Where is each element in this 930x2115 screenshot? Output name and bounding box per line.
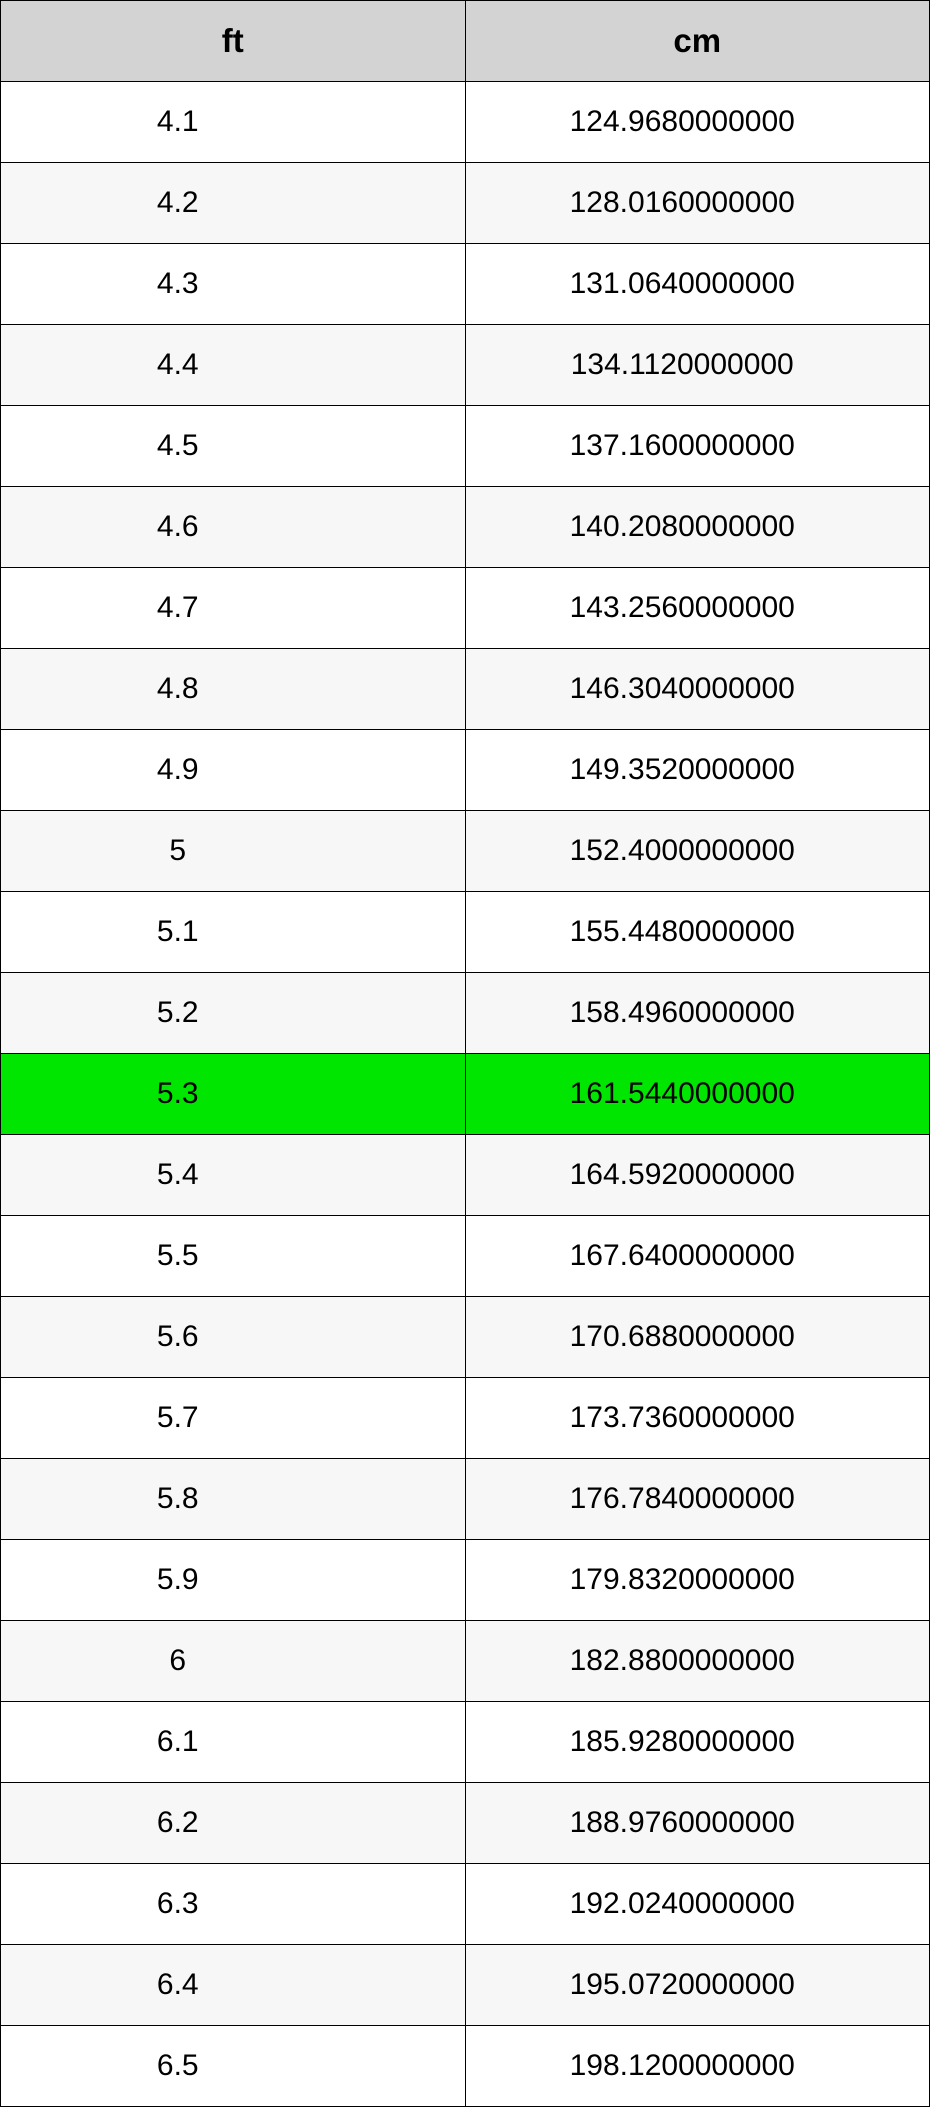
cell-cm: 137.1600000000 (465, 406, 930, 487)
table-row: 5.9179.8320000000 (1, 1540, 930, 1621)
cell-cm: 155.4480000000 (465, 892, 930, 973)
cell-ft: 6.5 (1, 2026, 466, 2107)
cell-ft: 5.7 (1, 1378, 466, 1459)
table-row: 4.4134.1120000000 (1, 325, 930, 406)
cell-cm: 188.9760000000 (465, 1783, 930, 1864)
cell-cm: 167.6400000000 (465, 1216, 930, 1297)
table-row: 5.5167.6400000000 (1, 1216, 930, 1297)
table-row: 4.1124.9680000000 (1, 82, 930, 163)
cell-ft: 5.9 (1, 1540, 466, 1621)
cell-ft: 6.2 (1, 1783, 466, 1864)
table-row: 6.3192.0240000000 (1, 1864, 930, 1945)
cell-cm: 149.3520000000 (465, 730, 930, 811)
cell-cm: 140.2080000000 (465, 487, 930, 568)
cell-cm: 128.0160000000 (465, 163, 930, 244)
table-row: 5.7173.7360000000 (1, 1378, 930, 1459)
conversion-table: ft cm 4.1124.96800000004.2128.0160000000… (0, 0, 930, 2107)
table-row: 5.1155.4480000000 (1, 892, 930, 973)
cell-cm: 164.5920000000 (465, 1135, 930, 1216)
table-row: 5.8176.7840000000 (1, 1459, 930, 1540)
table-row: 4.8146.3040000000 (1, 649, 930, 730)
column-header-ft: ft (1, 1, 466, 82)
cell-ft: 4.9 (1, 730, 466, 811)
table-row: 6.4195.0720000000 (1, 1945, 930, 2026)
cell-cm: 152.4000000000 (465, 811, 930, 892)
cell-ft: 4.8 (1, 649, 466, 730)
cell-ft: 5.6 (1, 1297, 466, 1378)
cell-ft: 5.3 (1, 1054, 466, 1135)
cell-cm: 176.7840000000 (465, 1459, 930, 1540)
cell-ft: 6 (1, 1621, 466, 1702)
table-row: 6182.8800000000 (1, 1621, 930, 1702)
cell-ft: 5.2 (1, 973, 466, 1054)
table-row: 4.7143.2560000000 (1, 568, 930, 649)
table-row: 4.2128.0160000000 (1, 163, 930, 244)
cell-ft: 5.4 (1, 1135, 466, 1216)
table-row: 6.5198.1200000000 (1, 2026, 930, 2107)
cell-ft: 4.5 (1, 406, 466, 487)
cell-ft: 4.4 (1, 325, 466, 406)
cell-ft: 4.1 (1, 82, 466, 163)
table-row: 5.2158.4960000000 (1, 973, 930, 1054)
cell-cm: 124.9680000000 (465, 82, 930, 163)
cell-cm: 161.5440000000 (465, 1054, 930, 1135)
cell-ft: 6.4 (1, 1945, 466, 2026)
cell-ft: 5.8 (1, 1459, 466, 1540)
cell-cm: 134.1120000000 (465, 325, 930, 406)
table-row: 5.4164.5920000000 (1, 1135, 930, 1216)
cell-ft: 4.6 (1, 487, 466, 568)
cell-cm: 173.7360000000 (465, 1378, 930, 1459)
cell-ft: 4.7 (1, 568, 466, 649)
cell-cm: 143.2560000000 (465, 568, 930, 649)
column-header-cm: cm (465, 1, 930, 82)
cell-cm: 158.4960000000 (465, 973, 930, 1054)
table-row: 5152.4000000000 (1, 811, 930, 892)
table-row: 4.9149.3520000000 (1, 730, 930, 811)
table-row: 4.5137.1600000000 (1, 406, 930, 487)
cell-ft: 5 (1, 811, 466, 892)
cell-cm: 170.6880000000 (465, 1297, 930, 1378)
cell-cm: 192.0240000000 (465, 1864, 930, 1945)
cell-ft: 5.5 (1, 1216, 466, 1297)
table-row: 4.3131.0640000000 (1, 244, 930, 325)
table-row: 4.6140.2080000000 (1, 487, 930, 568)
cell-ft: 6.1 (1, 1702, 466, 1783)
cell-ft: 6.3 (1, 1864, 466, 1945)
cell-cm: 179.8320000000 (465, 1540, 930, 1621)
cell-cm: 146.3040000000 (465, 649, 930, 730)
table-row: 6.2188.9760000000 (1, 1783, 930, 1864)
cell-cm: 182.8800000000 (465, 1621, 930, 1702)
cell-ft: 5.1 (1, 892, 466, 973)
table-row: 6.1185.9280000000 (1, 1702, 930, 1783)
cell-ft: 4.2 (1, 163, 466, 244)
cell-cm: 198.1200000000 (465, 2026, 930, 2107)
cell-ft: 4.3 (1, 244, 466, 325)
table-row: 5.3161.5440000000 (1, 1054, 930, 1135)
table-header-row: ft cm (1, 1, 930, 82)
cell-cm: 185.9280000000 (465, 1702, 930, 1783)
table-row: 5.6170.6880000000 (1, 1297, 930, 1378)
cell-cm: 195.0720000000 (465, 1945, 930, 2026)
cell-cm: 131.0640000000 (465, 244, 930, 325)
